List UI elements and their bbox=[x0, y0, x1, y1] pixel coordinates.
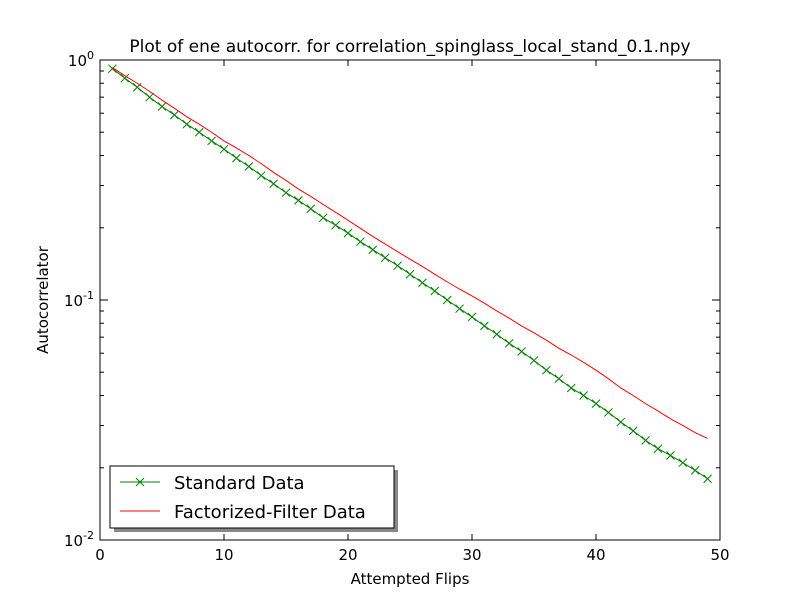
x-tick-label: 50 bbox=[710, 546, 729, 564]
data-point bbox=[368, 245, 378, 255]
data-point bbox=[492, 329, 502, 339]
legend-label-factorized: Factorized-Filter Data bbox=[174, 502, 366, 523]
y-tick-label: 10-2 bbox=[64, 529, 94, 550]
plot-frame bbox=[99, 59, 721, 541]
x-tick-label: 0 bbox=[95, 546, 105, 564]
legend-marker-standard bbox=[135, 477, 145, 487]
data-point bbox=[182, 119, 192, 129]
data-point bbox=[467, 312, 477, 322]
data-point bbox=[678, 458, 688, 468]
data-point bbox=[442, 295, 452, 305]
data-point bbox=[318, 213, 328, 223]
data-point bbox=[666, 451, 675, 460]
data-point bbox=[430, 286, 440, 296]
data-point bbox=[480, 321, 489, 331]
plot-area bbox=[100, 60, 720, 540]
series-line-1 bbox=[112, 67, 708, 439]
x-tick-label: 20 bbox=[338, 546, 357, 564]
legend-label-standard: Standard Data bbox=[174, 473, 305, 494]
data-point bbox=[219, 144, 229, 154]
data-point bbox=[256, 171, 266, 180]
data-point bbox=[405, 269, 415, 279]
data-point bbox=[281, 188, 291, 198]
data-point bbox=[244, 162, 254, 171]
data-point bbox=[517, 347, 526, 356]
y-tick-label: 100 bbox=[68, 49, 94, 70]
data-point bbox=[616, 417, 626, 427]
data-point bbox=[194, 127, 204, 137]
x-tick-label: 40 bbox=[586, 546, 605, 564]
data-point bbox=[690, 466, 700, 475]
data-point bbox=[356, 237, 365, 247]
data-point bbox=[120, 73, 130, 83]
data-point bbox=[207, 136, 216, 146]
chart-title: Plot of ene autocorr. for correlation_sp… bbox=[129, 37, 690, 57]
data-point bbox=[579, 391, 588, 400]
data-point bbox=[157, 102, 167, 111]
x-axis-label: Attempted Flips bbox=[351, 570, 470, 588]
data-point bbox=[343, 228, 353, 238]
data-point bbox=[653, 444, 663, 454]
data-point bbox=[455, 304, 464, 314]
data-point bbox=[170, 110, 179, 120]
data-point bbox=[232, 153, 241, 163]
data-point bbox=[504, 338, 514, 348]
data-point bbox=[628, 426, 638, 436]
data-point bbox=[331, 220, 340, 230]
y-axis-label: Autocorrelator bbox=[34, 245, 52, 354]
data-point bbox=[380, 253, 390, 263]
data-point bbox=[418, 278, 427, 288]
legend: Standard Data Factorized-Filter Data bbox=[109, 465, 398, 532]
data-point bbox=[641, 436, 650, 445]
x-tick-label: 10 bbox=[214, 546, 233, 564]
data-point bbox=[306, 204, 316, 214]
data-point bbox=[591, 399, 601, 408]
data-point bbox=[703, 474, 712, 484]
series-layer bbox=[108, 64, 712, 484]
data-point bbox=[393, 261, 402, 271]
data-point bbox=[542, 365, 551, 375]
data-point bbox=[108, 64, 117, 74]
data-point bbox=[554, 374, 564, 384]
data-point bbox=[145, 92, 154, 102]
y-tick-label: 10-1 bbox=[64, 289, 94, 310]
data-point bbox=[294, 196, 303, 205]
data-point bbox=[269, 179, 278, 189]
data-point bbox=[604, 408, 613, 417]
legend-box bbox=[109, 465, 395, 529]
data-point bbox=[566, 383, 576, 393]
data-point bbox=[529, 356, 539, 365]
x-tick-label: 30 bbox=[462, 546, 481, 564]
